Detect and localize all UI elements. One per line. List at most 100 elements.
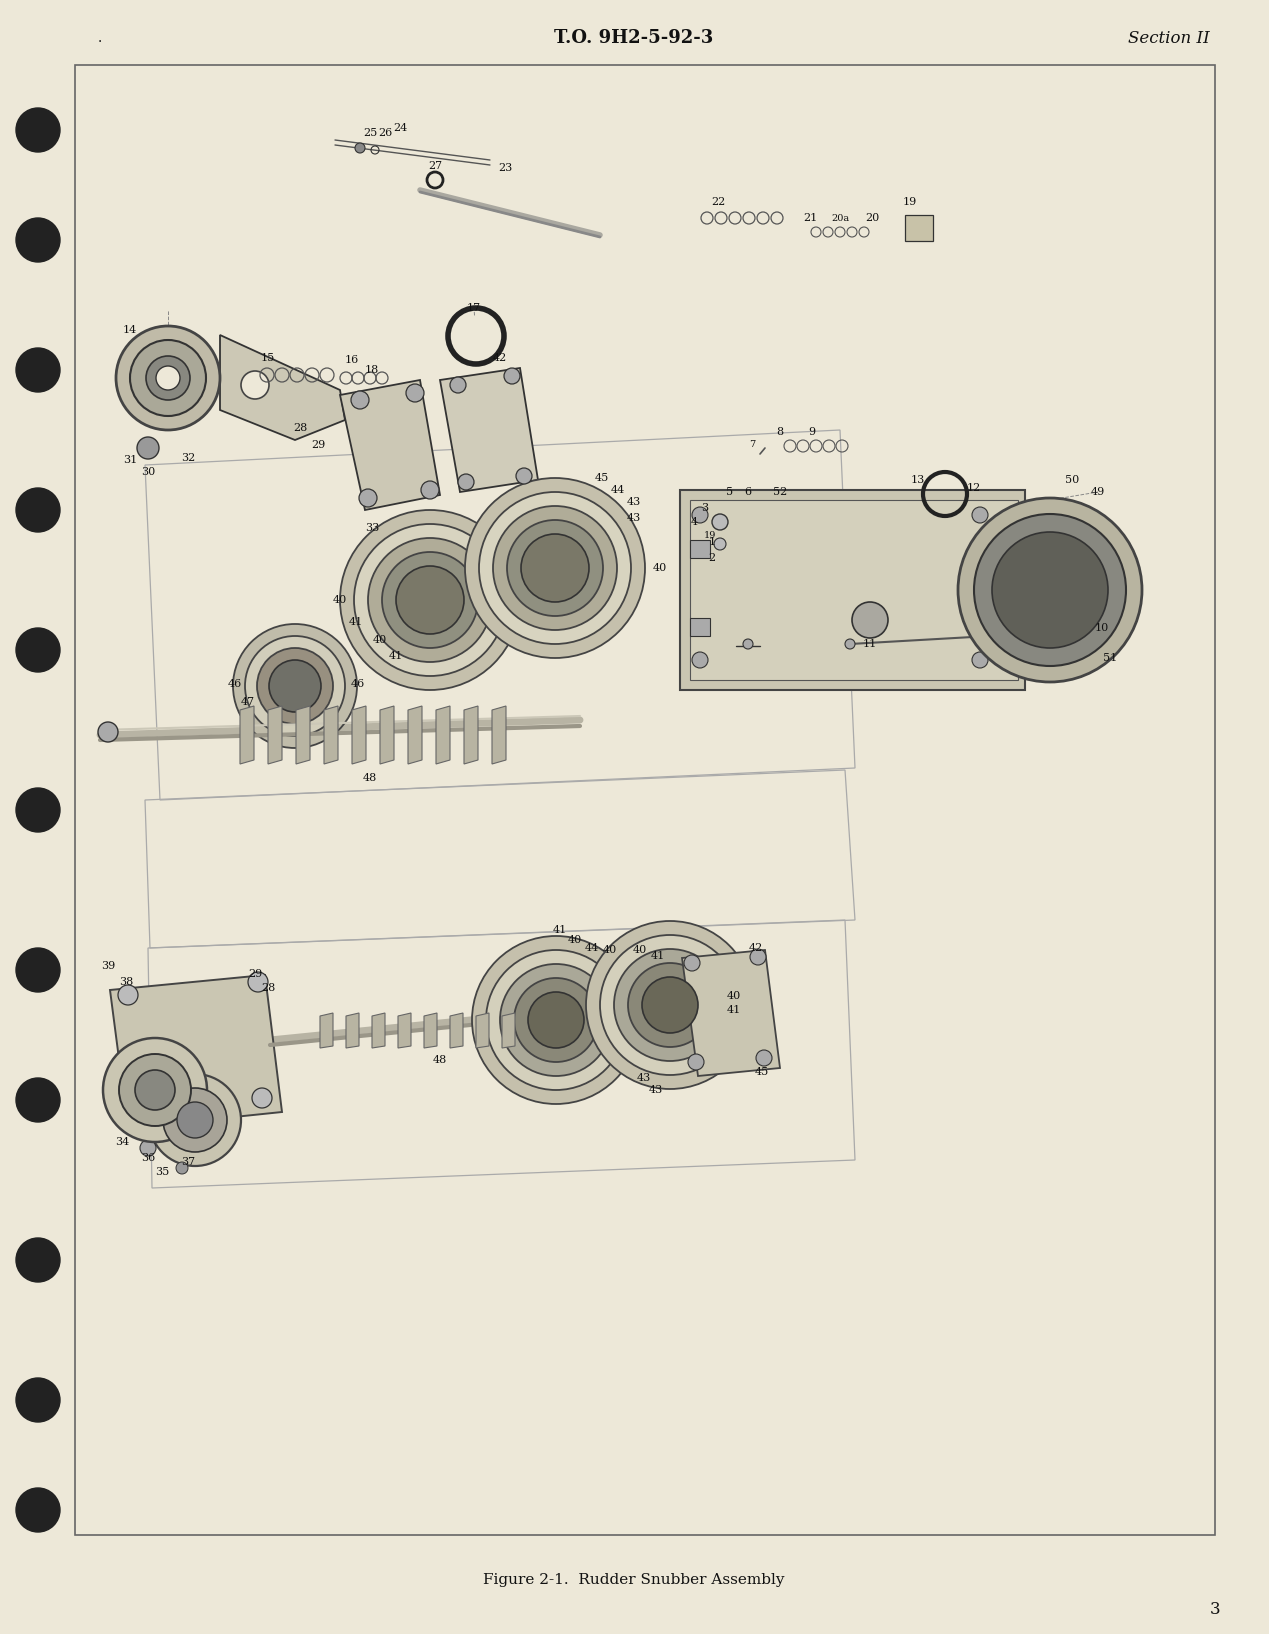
Text: 26: 26 bbox=[378, 127, 392, 137]
Text: 41: 41 bbox=[349, 618, 363, 627]
Circle shape bbox=[16, 108, 60, 152]
Text: 52: 52 bbox=[773, 487, 787, 497]
Circle shape bbox=[586, 922, 754, 1088]
Circle shape bbox=[146, 356, 190, 400]
Text: 29: 29 bbox=[247, 969, 263, 979]
Text: 1: 1 bbox=[708, 538, 716, 547]
Text: 10: 10 bbox=[1095, 623, 1109, 632]
Text: 44: 44 bbox=[610, 485, 626, 495]
Circle shape bbox=[975, 515, 1126, 667]
Circle shape bbox=[156, 366, 180, 391]
Text: 43: 43 bbox=[627, 497, 641, 507]
Circle shape bbox=[504, 368, 520, 384]
Text: 40: 40 bbox=[332, 595, 348, 605]
Polygon shape bbox=[379, 706, 393, 765]
Polygon shape bbox=[372, 1013, 385, 1047]
Polygon shape bbox=[681, 949, 780, 1077]
Text: 25: 25 bbox=[363, 127, 377, 137]
Circle shape bbox=[119, 1054, 192, 1126]
Text: 45: 45 bbox=[755, 1067, 769, 1077]
Bar bbox=[75, 65, 1214, 1534]
Circle shape bbox=[958, 498, 1142, 681]
Circle shape bbox=[421, 480, 439, 498]
Circle shape bbox=[756, 1051, 772, 1065]
Circle shape bbox=[140, 1141, 156, 1155]
Circle shape bbox=[845, 639, 855, 649]
Circle shape bbox=[500, 964, 612, 1077]
Circle shape bbox=[712, 515, 728, 529]
Text: 8: 8 bbox=[777, 426, 783, 436]
Circle shape bbox=[247, 972, 268, 992]
Circle shape bbox=[352, 391, 369, 408]
Text: 41: 41 bbox=[553, 925, 567, 935]
Text: 49: 49 bbox=[1091, 487, 1105, 497]
Circle shape bbox=[528, 992, 584, 1047]
Bar bbox=[905, 216, 933, 240]
Polygon shape bbox=[340, 381, 440, 510]
Text: 24: 24 bbox=[393, 123, 407, 132]
Text: 50: 50 bbox=[1065, 475, 1079, 485]
Text: 36: 36 bbox=[141, 1154, 155, 1163]
Polygon shape bbox=[324, 706, 338, 765]
Circle shape bbox=[16, 1078, 60, 1123]
Text: 40: 40 bbox=[373, 636, 387, 645]
Circle shape bbox=[406, 384, 424, 402]
Text: 16: 16 bbox=[345, 355, 359, 364]
Text: 34: 34 bbox=[115, 1137, 129, 1147]
Text: 15: 15 bbox=[261, 353, 275, 363]
Text: 13: 13 bbox=[911, 475, 925, 485]
Circle shape bbox=[16, 1489, 60, 1533]
Circle shape bbox=[486, 949, 626, 1090]
Circle shape bbox=[692, 652, 708, 668]
Circle shape bbox=[162, 1088, 227, 1152]
Text: 9: 9 bbox=[808, 426, 816, 436]
Circle shape bbox=[972, 507, 989, 523]
Circle shape bbox=[115, 327, 220, 430]
Circle shape bbox=[148, 1074, 241, 1167]
Text: 42: 42 bbox=[492, 353, 508, 363]
Text: 21: 21 bbox=[803, 212, 817, 222]
Circle shape bbox=[103, 1038, 207, 1142]
Polygon shape bbox=[268, 706, 282, 765]
Polygon shape bbox=[296, 706, 310, 765]
Polygon shape bbox=[476, 1013, 489, 1047]
Polygon shape bbox=[220, 335, 345, 440]
Circle shape bbox=[514, 979, 598, 1062]
Text: 2: 2 bbox=[708, 552, 716, 564]
Polygon shape bbox=[346, 1013, 359, 1047]
Polygon shape bbox=[424, 1013, 437, 1047]
Text: 33: 33 bbox=[365, 523, 379, 533]
Text: 3: 3 bbox=[702, 503, 708, 513]
Circle shape bbox=[688, 1054, 704, 1070]
Circle shape bbox=[396, 565, 464, 634]
Text: 41: 41 bbox=[651, 951, 665, 961]
Circle shape bbox=[458, 474, 475, 490]
Circle shape bbox=[16, 489, 60, 533]
Polygon shape bbox=[240, 706, 254, 765]
Text: 40: 40 bbox=[603, 944, 617, 954]
Circle shape bbox=[253, 1088, 272, 1108]
Text: 27: 27 bbox=[428, 162, 442, 172]
Circle shape bbox=[16, 348, 60, 392]
Circle shape bbox=[684, 954, 700, 971]
Text: 38: 38 bbox=[119, 977, 133, 987]
Text: 6: 6 bbox=[745, 487, 751, 497]
Text: 41: 41 bbox=[727, 1005, 741, 1015]
Circle shape bbox=[744, 639, 753, 649]
Circle shape bbox=[851, 601, 888, 637]
Circle shape bbox=[355, 144, 365, 154]
Text: 40: 40 bbox=[567, 935, 582, 944]
Text: 46: 46 bbox=[228, 680, 242, 690]
Polygon shape bbox=[352, 706, 365, 765]
Polygon shape bbox=[437, 706, 450, 765]
Polygon shape bbox=[503, 1013, 515, 1047]
Text: Section II: Section II bbox=[1128, 29, 1211, 46]
Circle shape bbox=[714, 538, 726, 551]
Text: 19: 19 bbox=[704, 531, 716, 541]
Text: 46: 46 bbox=[350, 680, 365, 690]
Text: 43: 43 bbox=[648, 1085, 664, 1095]
Text: 31: 31 bbox=[123, 454, 137, 466]
Text: 17: 17 bbox=[467, 302, 481, 314]
Circle shape bbox=[137, 436, 159, 459]
Circle shape bbox=[340, 510, 520, 690]
